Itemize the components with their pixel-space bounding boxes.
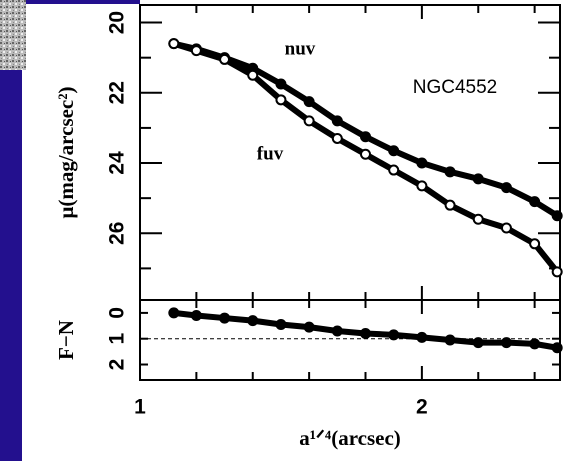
data-point — [388, 145, 400, 157]
data-point — [168, 307, 180, 319]
y-axis-label: μ(mag/arcsec²) — [54, 86, 78, 218]
data-point — [275, 319, 287, 331]
y-tick-label: 26 — [106, 222, 129, 245]
data-point — [529, 338, 541, 350]
y-tick-label: 1 — [106, 333, 129, 345]
data-point — [500, 182, 512, 194]
series-label: nuv — [285, 38, 316, 59]
data-point — [416, 157, 428, 169]
data-point — [500, 337, 512, 349]
y-tick-label: 22 — [106, 81, 129, 104]
data-point — [303, 96, 315, 108]
data-point — [360, 131, 372, 143]
data-point — [247, 69, 259, 81]
y-axis-label: F−N — [54, 320, 78, 360]
data-point — [388, 329, 400, 341]
data-point — [416, 331, 428, 343]
data-point — [551, 266, 563, 278]
data-point — [416, 180, 428, 192]
data-point — [529, 238, 541, 250]
data-point — [190, 309, 202, 321]
data-point — [444, 199, 456, 211]
side-bar — [0, 0, 22, 461]
data-point — [529, 196, 541, 208]
x-tick-label: 1 — [134, 396, 146, 419]
x-tick-label: 2 — [416, 396, 428, 419]
data-point — [219, 53, 231, 65]
data-point — [331, 115, 343, 127]
y-tick-label: 2 — [106, 359, 129, 371]
data-point — [331, 132, 343, 144]
data-point — [551, 342, 563, 354]
data-point — [190, 45, 202, 57]
data-point — [500, 222, 512, 234]
texture — [0, 0, 26, 70]
data-point — [444, 334, 456, 346]
data-point — [331, 325, 343, 337]
data-point — [472, 337, 484, 349]
data-point — [551, 210, 563, 222]
data-point — [303, 321, 315, 333]
y-tick-label: 24 — [106, 151, 129, 175]
data-point — [444, 166, 456, 178]
data-point — [472, 213, 484, 225]
data-point — [168, 38, 180, 50]
data-point — [247, 315, 259, 327]
data-point — [275, 78, 287, 90]
annotation: NGC4552 — [413, 77, 498, 98]
data-point — [275, 94, 287, 106]
top-bar — [26, 0, 140, 4]
y-tick-label: 20 — [106, 11, 129, 34]
y-tick-label: 0 — [106, 307, 129, 319]
x-axis-label: a¹ᐟ⁴(arcsec) — [299, 426, 401, 450]
data-point — [219, 312, 231, 324]
data-point — [303, 115, 315, 127]
series-line — [173, 40, 559, 219]
data-point — [360, 328, 372, 340]
data-point — [472, 173, 484, 185]
data-point — [388, 164, 400, 176]
series-label: fuv — [257, 143, 284, 164]
data-point — [360, 148, 372, 160]
frame — [139, 299, 561, 381]
